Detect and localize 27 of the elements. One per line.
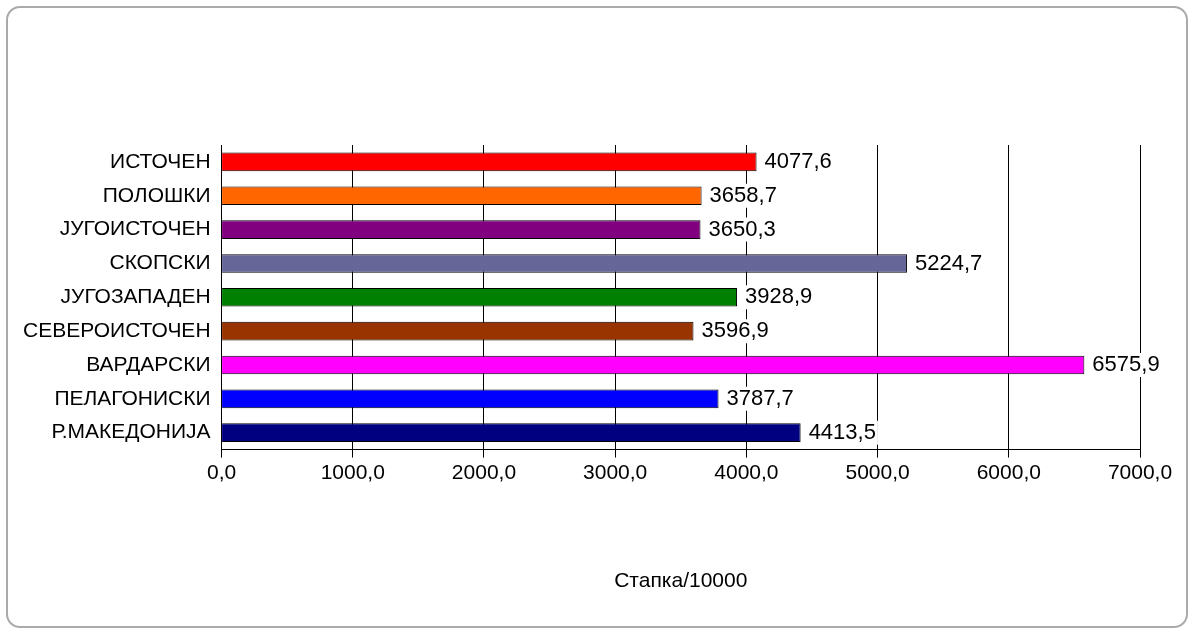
y-tick-label: СКОПСКИ [109,250,211,274]
y-tick-label: ВАРДАРСКИ [86,351,211,375]
data-label: 3650,3 [708,215,776,241]
y-tick-label: ПЕЛАГОНИСКИ [54,385,211,409]
y-tick-label: ЈУГОЗАПАДЕН [60,284,211,308]
y-tick-label: СЕВЕРОИСТОЧЕН [22,317,211,341]
y-tick-label: ЈУГОИСТОЧЕН [59,216,211,240]
x-tick-label: 0,0 [206,460,237,483]
x-tick-label: 4000,0 [714,460,779,483]
data-label: 3787,7 [726,384,794,410]
y-tick-label: ИСТОЧЕН [110,148,211,172]
x-tick-label: 6000,0 [976,460,1041,483]
x-tick-label: 1000,0 [320,460,385,483]
data-label: 6575,9 [1092,351,1160,377]
data-label: 5224,7 [915,249,983,275]
x-tick-label: 5000,0 [845,460,910,483]
y-tick-label: Р.МАКЕДОНИЈА [51,419,211,443]
x-tick-label: 7000,0 [1107,460,1173,483]
x-tick-label: 2000,0 [451,460,517,483]
data-label: 3596,9 [701,317,769,343]
data-label: 3928,9 [745,283,813,309]
data-label: 4077,6 [764,147,832,173]
x-tick-label: 3000,0 [583,460,648,483]
data-label: 4413,5 [808,418,876,444]
data-label: 3658,7 [709,181,777,207]
y-tick-label: ПОЛОШКИ [102,182,211,206]
x-axis-title: Стапка/10000 [614,568,748,592]
